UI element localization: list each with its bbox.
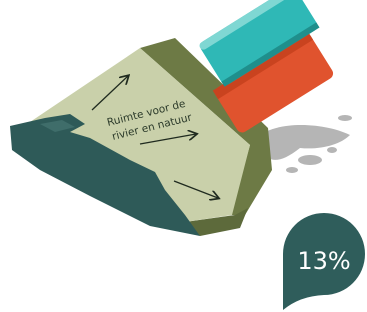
illustration: Ruimte voor de rivier en natuur 13%	[0, 0, 367, 312]
smudges	[265, 115, 352, 173]
badge-text: 13%	[297, 247, 350, 275]
